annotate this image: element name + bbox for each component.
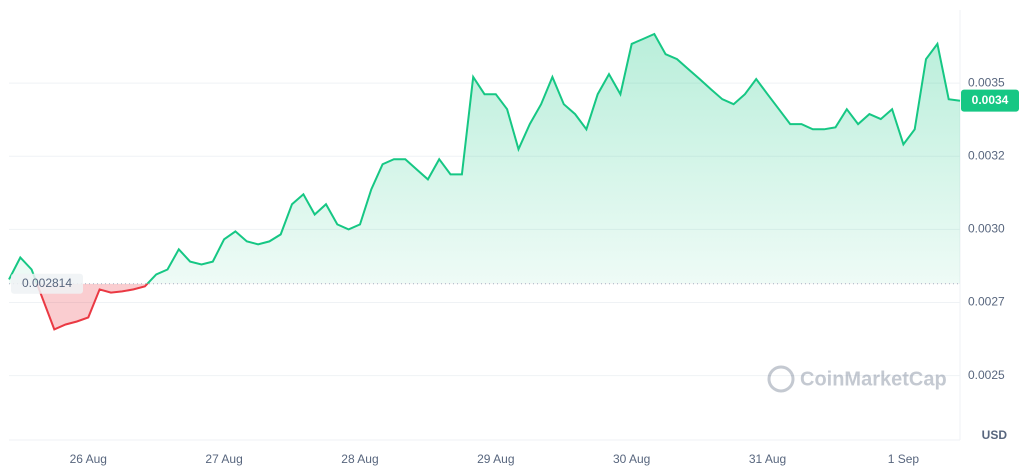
area-down (9, 283, 960, 330)
x-tick-label: 29 Aug (477, 452, 514, 466)
x-tick-label: 28 Aug (341, 452, 378, 466)
price-tag-label: 0.0034 (972, 93, 1009, 107)
x-tick-label: 30 Aug (613, 452, 650, 466)
baseline-label-box (11, 273, 83, 294)
price-tag (961, 89, 1019, 112)
x-tick-label: 1 Sep (888, 452, 920, 466)
baseline-label: 0.002814 (22, 276, 72, 290)
watermark-text: CoinMarketCap (800, 368, 947, 390)
y-tick-label: 0.0035 (968, 75, 1005, 89)
area-up (9, 34, 960, 284)
watermark: CoinMarketCap (767, 365, 947, 393)
y-tick-label: 0.0027 (968, 295, 1005, 309)
y-tick-label: 0.0025 (968, 368, 1005, 382)
currency-label: USD (982, 428, 1008, 442)
x-tick-label: 26 Aug (70, 452, 107, 466)
price-line-up (8, 32, 961, 284)
x-tick-label: 31 Aug (749, 452, 786, 466)
plot: 0.0025 0.0027 0.0030 0.0032 0.0035 26 Aug 27 A… (8, 32, 1019, 466)
y-tick-label: 0.0030 (968, 222, 1005, 236)
y-tick-label: 0.0032 (968, 148, 1005, 162)
x-tick-label: 27 Aug (205, 452, 242, 466)
